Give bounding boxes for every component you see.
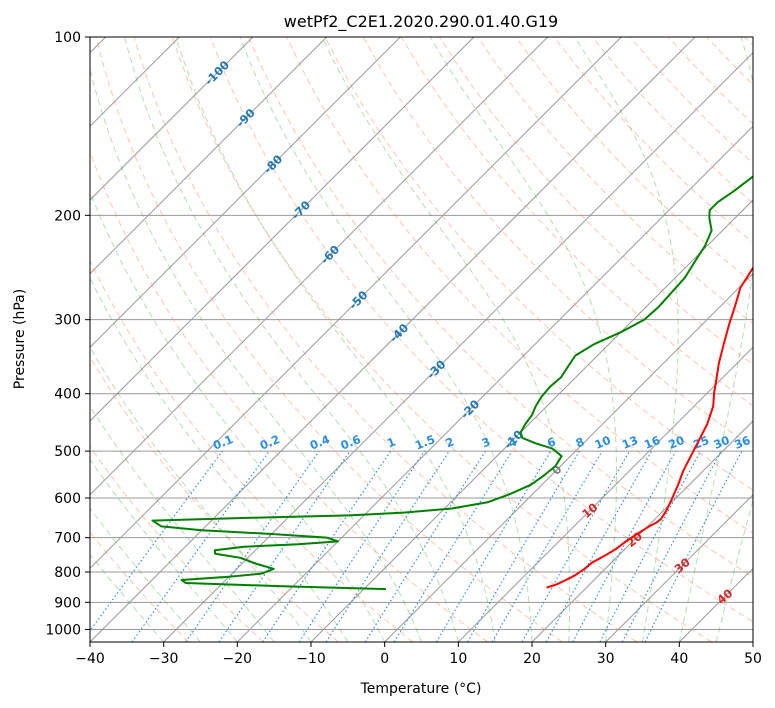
dewpoint-line [151, 175, 753, 591]
x-axis-label: Temperature (°C) [360, 681, 482, 697]
y-tick-label: 400 [54, 387, 81, 403]
y-tick-label: 200 [54, 208, 81, 224]
y-tick-label: 100 [54, 30, 81, 46]
x-tick-label: −10 [296, 651, 326, 667]
x-tick-label: −30 [149, 651, 179, 667]
isotherm-line [90, 37, 475, 422]
isotherm-line [90, 37, 622, 570]
y-tick-label: 600 [54, 491, 81, 507]
isotherm-line [605, 493, 753, 642]
mixing-ratio-label: 36 [732, 433, 752, 452]
moist-adiabat-line [90, 276, 349, 642]
y-tick-label: 300 [54, 313, 81, 329]
moist-adiabat-line [574, 37, 679, 642]
isotherm-line [90, 37, 254, 201]
moist-adiabat-line [90, 405, 275, 642]
isotherm-line [457, 346, 753, 642]
mixing-ratio-line [545, 450, 653, 642]
mixing-ratio-line [90, 450, 223, 632]
moist-adiabat-line [124, 37, 459, 642]
dry-adiabat-line [248, 37, 753, 578]
isotherm-line [90, 37, 401, 349]
moist-adiabat-line [175, 37, 496, 642]
moist-adiabat-line [678, 37, 753, 642]
x-tick-label: 10 [449, 651, 467, 667]
dry-adiabat-line [210, 37, 753, 623]
background-lines [90, 37, 753, 642]
isotherm-line [163, 51, 753, 642]
mixing-ratio-line [325, 450, 450, 642]
isotherm-line [531, 420, 753, 642]
dry-adiabat-line [515, 37, 753, 284]
mixing-ratio-line [131, 450, 270, 642]
dry-adiabat-line [95, 37, 563, 642]
mixing-ratio-line [572, 450, 677, 642]
x-tick-label: 30 [597, 651, 615, 667]
mixing-ratio-label: 16 [642, 433, 662, 452]
dry-adiabat-line [286, 37, 753, 534]
chart-title: wetPf2_C2E1.2020.290.01.40.G19 [284, 12, 558, 32]
moist-adiabat-line [90, 67, 422, 642]
mixing-ratio-label: 20 [666, 433, 686, 452]
profile-series [151, 175, 753, 591]
y-axis: 100 200 300 400 500 600 700 800 900 1000 [45, 30, 90, 638]
isotherm-line [384, 272, 753, 642]
dry-adiabat-line [90, 356, 339, 642]
mixing-ratio-line [521, 450, 630, 642]
mixing-ratio-line [298, 450, 425, 642]
x-tick-label: 50 [744, 651, 762, 667]
y-tick-label: 700 [54, 531, 81, 547]
dry-adiabat-line [324, 37, 753, 491]
temperature-line [546, 266, 753, 589]
plot-frame [89, 36, 754, 643]
x-tick-label: −20 [223, 651, 253, 667]
dry-adiabat-line [171, 37, 712, 642]
isotherm-line [310, 199, 753, 642]
isotherm-line [90, 37, 696, 642]
x-axis: −40 −30 −20 −10 0 10 20 30 40 50 [75, 642, 762, 667]
mixing-ratio-label: 10 [593, 433, 613, 452]
y-tick-label: 900 [54, 595, 81, 611]
moist-adiabat-line [429, 37, 618, 642]
dry-adiabat-line [90, 259, 414, 642]
y-tick-label: 800 [54, 565, 81, 581]
mixing-ratio-line [393, 450, 513, 642]
mixing-ratio-line [185, 450, 320, 642]
moist-adiabat-line [239, 37, 533, 642]
mixing-ratio-label: 30 [711, 433, 731, 452]
moist-adiabat-line [90, 458, 238, 642]
mixing-ratio-line [218, 450, 351, 642]
x-tick-label: 20 [523, 651, 541, 667]
y-axis-label: Pressure (hPa) [12, 289, 28, 389]
moist-adiabat-line [90, 553, 165, 642]
mixing-ratio-line [262, 450, 392, 642]
x-tick-label: −40 [75, 651, 105, 667]
moist-adiabat-line [321, 37, 571, 642]
y-tick-label: 1000 [45, 622, 81, 638]
mixing-ratio-label: 13 [620, 433, 640, 452]
moist-adiabat-line [90, 507, 201, 642]
isotherm-line [90, 37, 328, 275]
dry-adiabat-line [90, 445, 264, 642]
moist-adiabat-line [90, 190, 386, 642]
moist-adiabat-line [715, 498, 753, 642]
moist-adiabat-line [90, 346, 312, 642]
y-tick-label: 500 [54, 444, 81, 460]
mixing-ratio-line [644, 450, 743, 642]
dry-adiabat-line [133, 37, 638, 642]
x-tick-label: 0 [380, 651, 389, 667]
x-tick-label: 40 [670, 651, 688, 667]
isotherm-line [90, 37, 549, 496]
